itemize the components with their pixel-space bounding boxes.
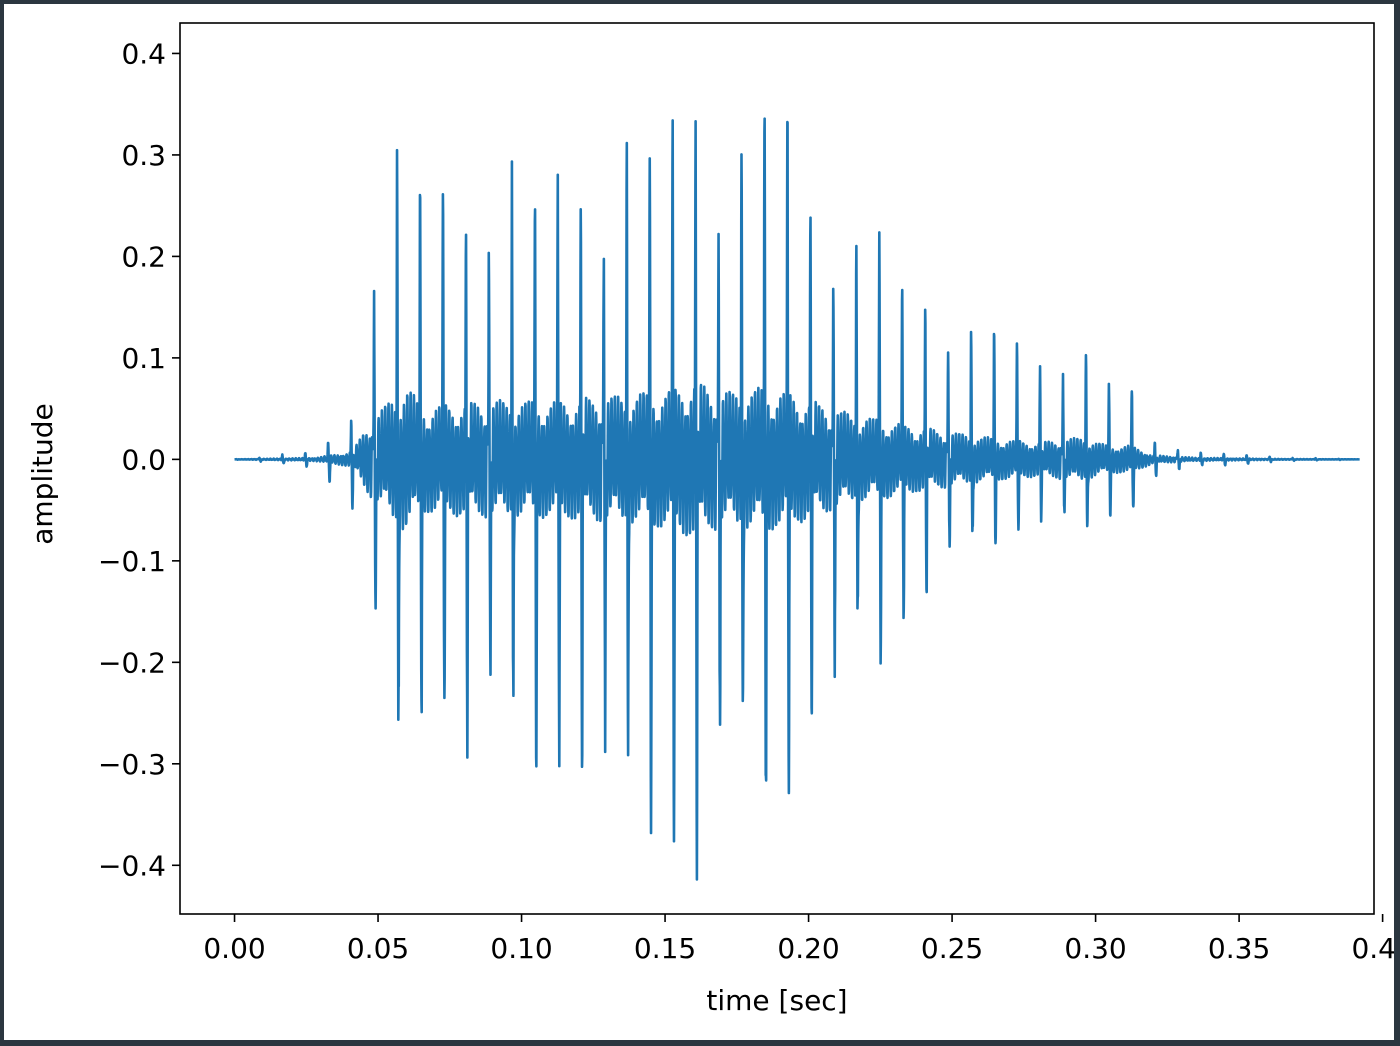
- y-tick-label: 0.4: [121, 37, 166, 70]
- y-tick-label: 0.2: [121, 240, 166, 273]
- y-tick-label: 0.1: [121, 342, 166, 375]
- y-tick-label: −0.1: [98, 545, 166, 578]
- plot-area: [233, 117, 1361, 881]
- y-tick-label: −0.2: [98, 646, 166, 679]
- x-tick-label: 0.15: [634, 932, 696, 965]
- y-tick-label: −0.3: [98, 748, 166, 781]
- waveform-chart: 0.00 0.05 0.10 0.15 0.20 0.25 0.30 0.35 0.40 0.4…: [26, 22, 1394, 1017]
- y-axis-label: amplitude: [26, 403, 59, 545]
- x-tick-label: 0.10: [490, 932, 552, 965]
- y-tick-label: 0.0: [121, 443, 166, 476]
- x-axis-label: time [sec]: [706, 984, 847, 1017]
- x-tick-label: 0.30: [1064, 932, 1126, 965]
- axes-frame: [179, 22, 1375, 915]
- y-axis: 0.4 0.3 0.2 0.1 0.0 −0.1 −0.2 −0.3 −0.4: [98, 37, 180, 882]
- y-tick-label: −0.4: [98, 849, 166, 882]
- x-tick-label: 0.35: [1208, 932, 1270, 965]
- x-axis: 0.00 0.05 0.10 0.15 0.20 0.25 0.30 0.35 0.40: [203, 914, 1394, 965]
- x-tick-label: 0.40: [1351, 932, 1394, 965]
- x-tick-label: 0.05: [347, 932, 409, 965]
- x-tick-label: 0.20: [777, 932, 839, 965]
- figure: 0.00 0.05 0.10 0.15 0.20 0.25 0.30 0.35 0.40 0.4…: [4, 4, 1394, 1040]
- y-tick-label: 0.3: [121, 139, 166, 172]
- x-tick-label: 0.25: [921, 932, 983, 965]
- waveform-series-line: [233, 117, 1361, 881]
- x-tick-label: 0.00: [203, 932, 265, 965]
